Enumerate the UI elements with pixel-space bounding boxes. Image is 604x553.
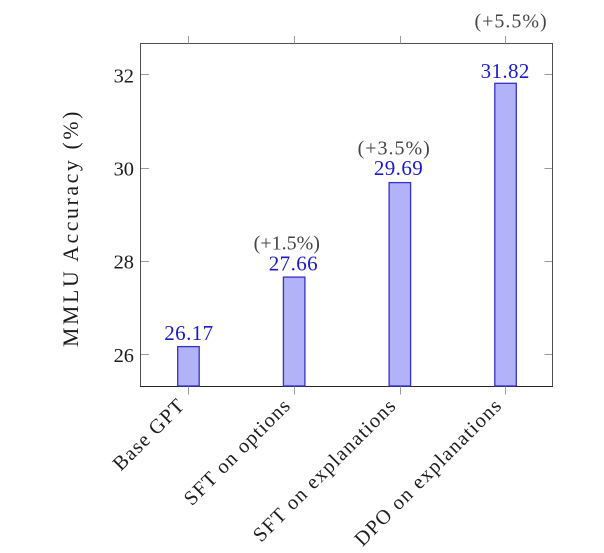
svg-text:SFT on options: SFT on options <box>180 394 296 510</box>
svg-text:32: 32 <box>114 65 134 87</box>
svg-text:31.82: 31.82 <box>481 59 530 83</box>
svg-text:MMLU Accuracy (%): MMLU Accuracy (%) <box>59 109 83 347</box>
svg-text:26: 26 <box>114 345 134 367</box>
svg-text:29.69: 29.69 <box>374 156 423 180</box>
svg-text:Base GPT: Base GPT <box>109 394 190 475</box>
svg-text:(+1.5%): (+1.5%) <box>254 233 320 255</box>
svg-text:(+5.5%): (+5.5%) <box>474 11 547 33</box>
svg-text:26.17: 26.17 <box>164 321 213 345</box>
svg-text:(+3.5%): (+3.5%) <box>358 137 431 159</box>
svg-text:27.66: 27.66 <box>269 251 318 275</box>
svg-text:28: 28 <box>114 252 134 274</box>
svg-text:30: 30 <box>114 159 134 181</box>
